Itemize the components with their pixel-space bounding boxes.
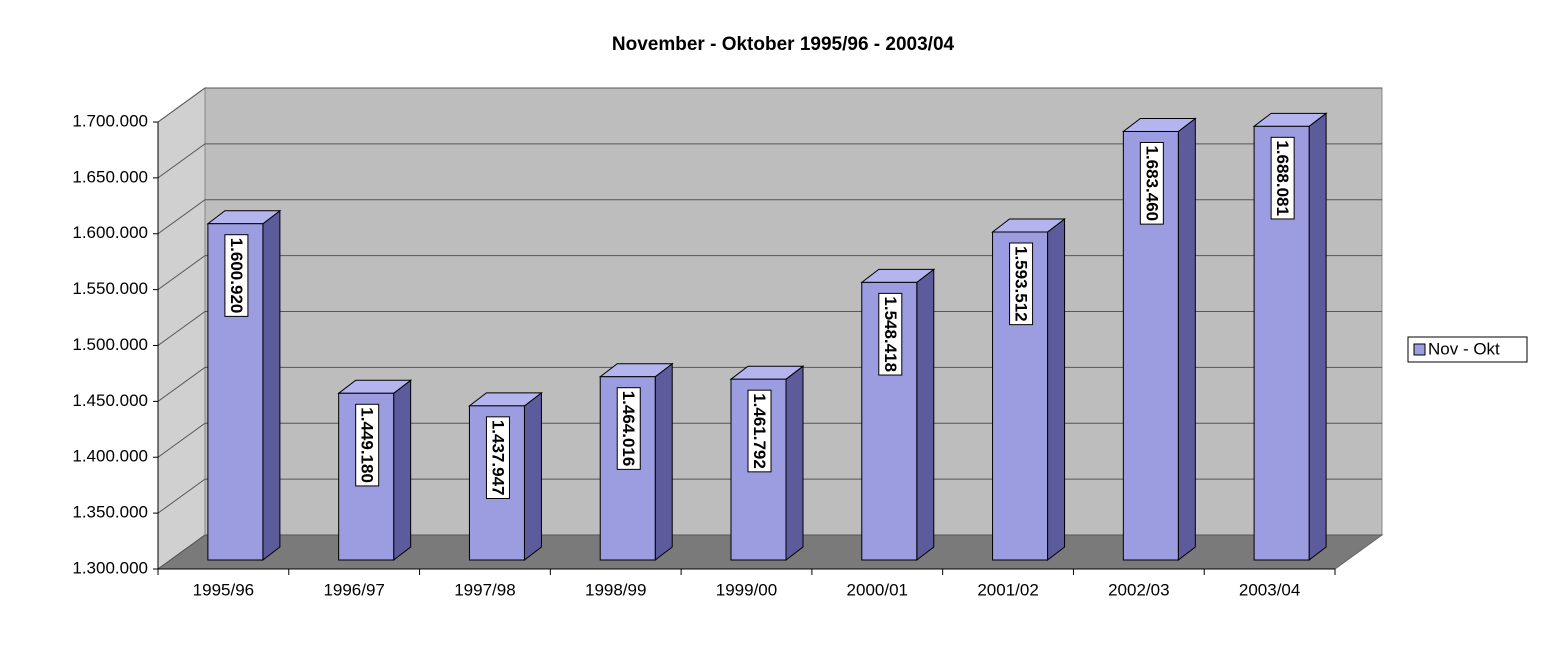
x-tick-label: 2002/03 [1108, 580, 1169, 599]
value-label-box [224, 234, 249, 317]
y-tick-label: 1.350.000 [72, 503, 148, 522]
value-label-text: 1.437.947 [488, 420, 507, 496]
x-tick-label: 1995/96 [193, 580, 254, 599]
grid-line [157, 478, 1382, 514]
bar-side [262, 209, 281, 562]
bar-side [916, 268, 935, 562]
y-tick-label: 1.550.000 [72, 279, 148, 298]
value-label-box [1139, 141, 1164, 225]
value-label-box [616, 387, 641, 470]
value-label: 1.449.180 [355, 403, 380, 487]
value-label-box [355, 403, 380, 487]
bar-side [1308, 112, 1327, 562]
value-label: 1.461.792 [747, 389, 772, 473]
value-label-text: 1.464.016 [619, 391, 638, 467]
x-tick-label: 2000/01 [847, 580, 908, 599]
value-label: 1.600.920 [224, 234, 249, 317]
y-tick-label: 1.400.000 [72, 447, 148, 466]
grid-line [157, 143, 1382, 179]
grid-line [157, 311, 1382, 346]
grid-line [157, 534, 1382, 570]
x-tick-label: 1996/97 [323, 580, 384, 599]
y-tick-label: 1.600.000 [72, 223, 148, 242]
value-label-box [747, 389, 772, 473]
y-tick-label: 1.500.000 [72, 335, 148, 354]
bar-side [785, 365, 804, 562]
x-tick-label: 2001/02 [977, 580, 1038, 599]
y-tick-label: 1.650.000 [72, 167, 148, 186]
grid-line [157, 255, 1382, 291]
bar-side [654, 362, 673, 562]
value-label: 1.548.418 [878, 292, 903, 376]
y-tick-label: 1.700.000 [72, 111, 148, 130]
x-tick-label: 1997/98 [454, 580, 515, 599]
value-label-text: 1.449.180 [358, 407, 377, 483]
value-label-text: 1.461.792 [750, 393, 769, 469]
y-tick-label: 1.450.000 [72, 391, 148, 410]
value-label: 1.683.460 [1139, 141, 1164, 225]
bar-side [1177, 117, 1196, 562]
value-label-box [1009, 242, 1034, 326]
x-tick-label: 2003/04 [1239, 580, 1300, 599]
value-label-box [1270, 136, 1295, 220]
value-label: 1.593.512 [1009, 242, 1034, 326]
value-label-text: 1.688.081 [1273, 140, 1292, 216]
value-label-text: 1.683.460 [1142, 145, 1161, 221]
value-label: 1.688.081 [1270, 136, 1295, 220]
grid-line [157, 422, 1382, 458]
legend-box [1407, 336, 1528, 363]
legend-swatch [1413, 343, 1426, 356]
grid-line [157, 87, 1382, 123]
chart-title: November - Oktober 1995/96 - 2003/04 [612, 34, 955, 55]
legend-label: Nov - Okt [1428, 339, 1500, 358]
value-label-box [878, 292, 903, 376]
value-label-text: 1.548.418 [881, 296, 900, 372]
value-label: 1.437.947 [485, 416, 510, 499]
grid-line [157, 366, 1382, 402]
value-label-text: 1.600.920 [227, 238, 246, 314]
x-tick-label: 1999/00 [716, 580, 777, 599]
y-tick-label: 1.300.000 [72, 558, 148, 577]
value-label: 1.464.016 [616, 387, 641, 470]
bar-side [1047, 217, 1066, 562]
value-label-box [485, 416, 510, 499]
bar-side [393, 379, 412, 562]
bar-side [523, 391, 542, 562]
grid-line [157, 199, 1382, 235]
value-label-text: 1.593.512 [1012, 246, 1031, 322]
x-tick-label: 1998/99 [585, 580, 646, 599]
